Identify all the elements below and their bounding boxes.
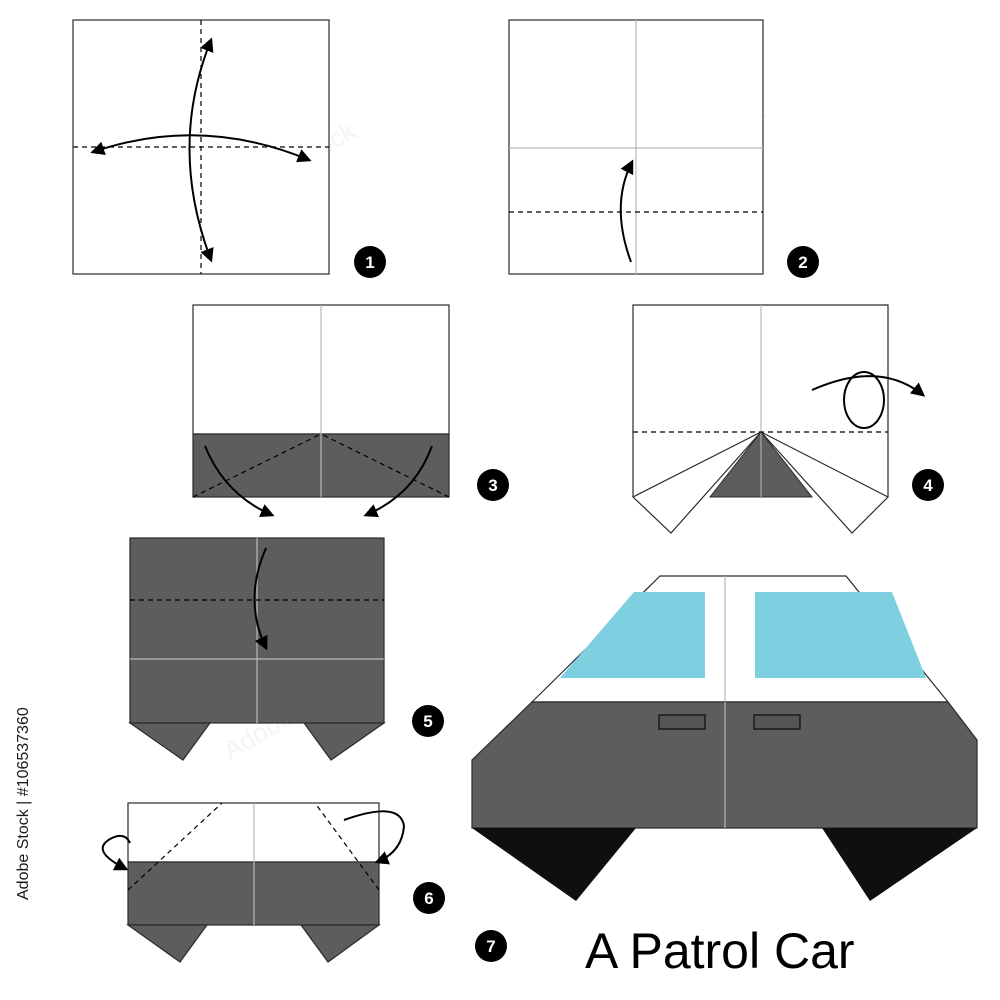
door-handle-left [658,714,706,730]
step-3-diagram [192,304,450,518]
mountain-fold-right [314,802,380,891]
step-number: 3 [488,476,497,495]
step-5-diagram [128,537,386,761]
diagram-title: A Patrol Car [585,923,855,979]
wheel-flap-right [302,722,386,761]
fold-arrow-right [363,445,433,518]
wheel-left [472,828,636,901]
step-badge-4: 4 [912,469,944,501]
fold-up-arrow [619,159,634,263]
wheel-right [822,828,977,901]
step-number: 6 [424,889,433,908]
turn-over-loop [843,371,885,429]
step-number: 7 [486,937,495,956]
window-left [560,592,705,678]
valley-fold-left [192,433,322,498]
step-2-diagram [508,19,764,275]
step-badge-1: 1 [354,246,386,278]
step-number-badges: 1 2 3 4 5 6 7 [354,246,944,962]
mountain-fold-left [127,802,223,891]
step-badge-6: 6 [413,882,445,914]
window-right [755,592,926,678]
fold-behind-arrow-right [343,810,406,865]
step-1-diagram [72,19,330,275]
valley-fold-right [320,433,450,498]
step-badge-7: 7 [475,930,507,962]
step-number: 2 [798,253,807,272]
flap-edge-left [632,431,762,498]
fold-arrow-left [204,445,275,518]
step-number: 5 [423,712,432,731]
fold-down-arrow [253,547,268,651]
step-6-diagram [101,802,406,963]
step-7-finished-car [471,575,978,901]
step-badge-3: 3 [477,469,509,501]
step-4-diagram [632,304,926,534]
wheel-flap-right [299,924,381,963]
door-handle-right [753,714,801,730]
side-stock-id: Adobe Stock | #106537360 [15,707,32,900]
wheel-flap-left [126,924,209,963]
step-badge-5: 5 [412,705,444,737]
fold-unfold-arrow-vertical [188,37,214,263]
step-number: 1 [365,253,374,272]
flap-edge-right [760,431,889,498]
step-number: 4 [923,476,933,495]
fold-behind-arrow-left [101,834,131,871]
wheel-flap-left [128,722,212,761]
step-badge-2: 2 [787,246,819,278]
